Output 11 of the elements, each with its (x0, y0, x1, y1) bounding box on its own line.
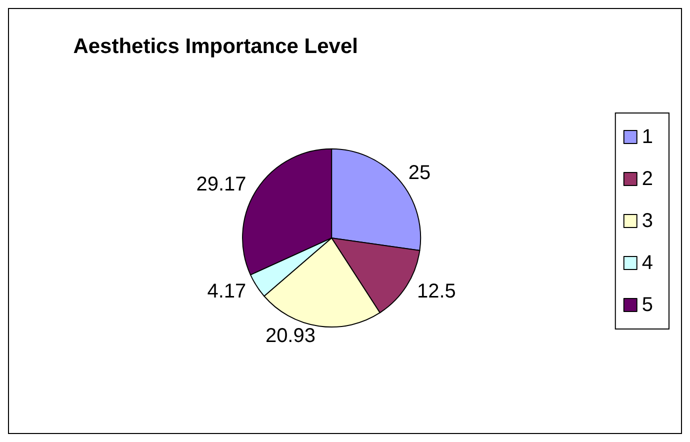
data-label: 12.5 (417, 280, 456, 302)
legend-label: 3 (642, 210, 653, 232)
data-label: 29.17 (196, 173, 246, 196)
chart-title: Aesthetics Importance Level (73, 35, 358, 58)
legend-label: 1 (642, 126, 653, 148)
data-label: 25 (408, 162, 431, 184)
data-label: 20.93 (265, 324, 316, 347)
legend-label: 5 (642, 294, 653, 316)
legend-label: 4 (642, 252, 653, 274)
legend-label: 2 (642, 168, 653, 190)
data-label: 4.17 (207, 280, 246, 302)
